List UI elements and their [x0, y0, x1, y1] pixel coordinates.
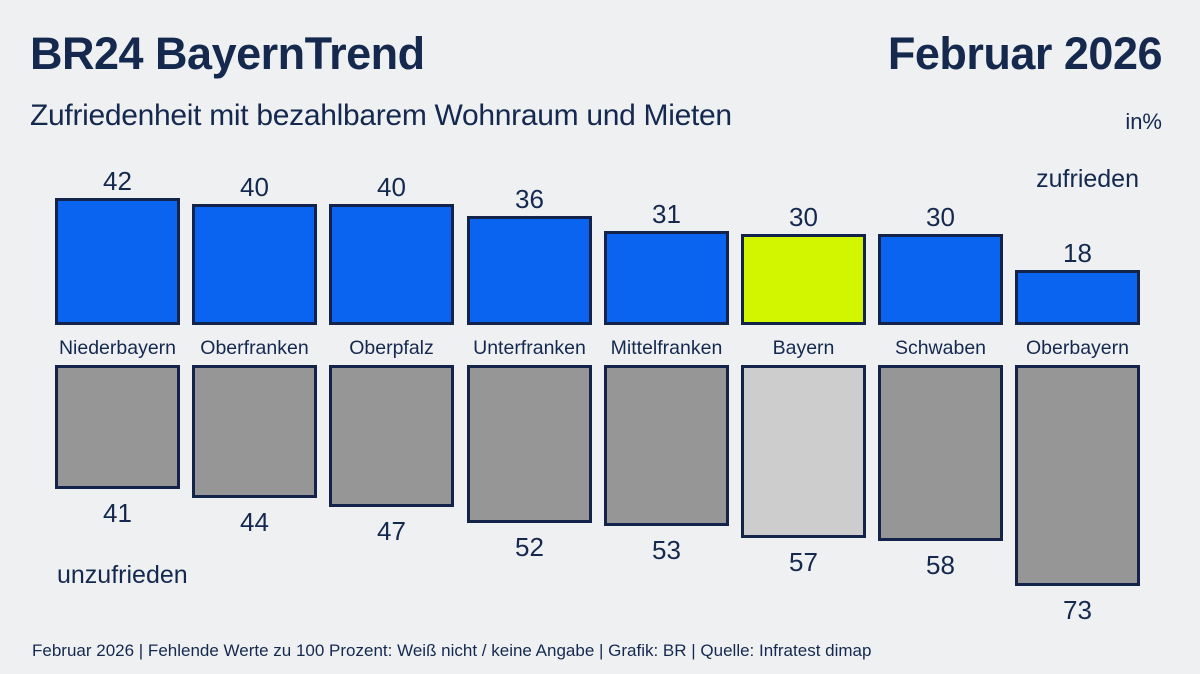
unsatisfied-bar-oberfranken	[192, 365, 317, 498]
satisfied-bar-niederbayern	[55, 198, 180, 325]
chart-title: Zufriedenheit mit bezahlbarem Wohnraum u…	[30, 99, 732, 132]
unsatisfied-value-mittelfranken: 53	[652, 535, 681, 565]
source-footer: Februar 2026 | Fehlende Werte zu 100 Pro…	[32, 641, 872, 660]
satisfied-value-oberfranken: 40	[240, 172, 269, 202]
satisfied-bar-unterfranken	[467, 216, 592, 325]
satisfied-bar-oberbayern	[1015, 270, 1140, 325]
category-label-schwaben: Schwaben	[894, 337, 987, 359]
unsatisfied-bar-schwaben	[878, 365, 1003, 541]
satisfied-bar-oberpfalz	[329, 204, 454, 325]
unsatisfied-bar-niederbayern	[55, 365, 180, 489]
unsatisfied-bar-bayern	[741, 365, 866, 538]
unsatisfied-value-unterfranken: 52	[515, 532, 544, 562]
legend-unsatisfied: unzufrieden	[57, 561, 188, 589]
satisfied-bar-schwaben	[878, 234, 1003, 325]
satisfied-bar-mittelfranken	[604, 231, 729, 325]
category-label-oberbayern: Oberbayern	[1026, 337, 1129, 359]
satisfied-value-niederbayern: 42	[103, 166, 132, 196]
unsatisfied-value-schwaben: 58	[926, 550, 955, 580]
category-label-mittelfranken: Mittelfranken	[610, 337, 723, 359]
unsatisfied-value-niederbayern: 41	[103, 498, 132, 528]
category-label-niederbayern: Niederbayern	[58, 337, 177, 359]
unsatisfied-value-oberbayern: 73	[1063, 595, 1092, 625]
unit-label: in%	[1125, 109, 1162, 134]
satisfied-value-unterfranken: 36	[515, 184, 544, 214]
satisfied-value-mittelfranken: 31	[652, 199, 681, 229]
legend-satisfied: zufrieden	[1036, 165, 1139, 193]
satisfied-value-bayern: 30	[789, 202, 818, 232]
category-label-unterfranken: Unterfranken	[473, 337, 586, 359]
satisfied-bar-bayern	[741, 234, 866, 325]
category-label-oberfranken: Oberfranken	[200, 337, 309, 359]
unsatisfied-bar-unterfranken	[467, 365, 592, 523]
unsatisfied-bar-oberpfalz	[329, 365, 454, 507]
category-label-bayern: Bayern	[772, 337, 835, 359]
satisfied-value-oberpfalz: 40	[377, 172, 406, 202]
satisfied-bar-oberfranken	[192, 204, 317, 325]
satisfied-value-oberbayern: 18	[1063, 238, 1092, 268]
report-date: Februar 2026	[887, 28, 1163, 79]
unsatisfied-value-oberfranken: 44	[240, 507, 269, 537]
unsatisfied-bar-mittelfranken	[604, 365, 729, 526]
unsatisfied-bar-oberbayern	[1015, 365, 1140, 586]
unsatisfied-value-oberpfalz: 47	[377, 516, 406, 546]
satisfied-value-schwaben: 30	[926, 202, 955, 232]
page-title: BR24 BayernTrend	[30, 28, 425, 79]
unsatisfied-value-bayern: 57	[789, 547, 818, 577]
category-label-oberpfalz: Oberpfalz	[349, 337, 434, 359]
